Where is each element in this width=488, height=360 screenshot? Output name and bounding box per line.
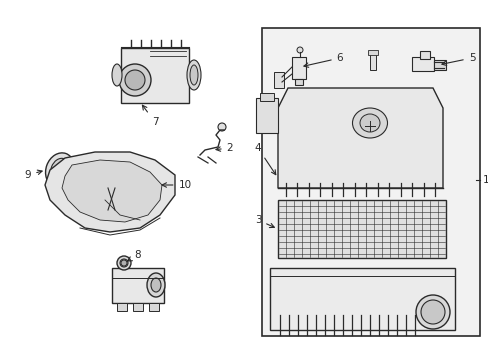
Bar: [367, 50, 377, 55]
Bar: [133, 303, 142, 311]
Ellipse shape: [45, 153, 74, 187]
Ellipse shape: [190, 65, 198, 85]
Text: 10: 10: [162, 180, 191, 190]
Polygon shape: [62, 160, 162, 222]
Bar: [149, 303, 159, 311]
Ellipse shape: [420, 300, 444, 324]
Text: 3: 3: [254, 215, 274, 228]
Polygon shape: [278, 88, 442, 188]
Bar: [112, 268, 163, 303]
Bar: [121, 48, 189, 103]
Bar: [433, 60, 445, 70]
Ellipse shape: [359, 114, 379, 132]
Bar: [369, 52, 375, 70]
Circle shape: [119, 64, 151, 96]
Circle shape: [218, 123, 225, 131]
Circle shape: [125, 70, 145, 90]
Ellipse shape: [186, 60, 201, 90]
Bar: [411, 57, 433, 71]
Text: 4: 4: [254, 143, 275, 175]
Bar: [256, 98, 278, 133]
Bar: [262, 28, 479, 336]
Ellipse shape: [415, 295, 449, 329]
Text: 7: 7: [142, 105, 158, 127]
Ellipse shape: [117, 256, 131, 270]
Text: 5: 5: [441, 53, 474, 66]
Bar: [269, 268, 454, 330]
Text: 8: 8: [127, 250, 141, 261]
Ellipse shape: [50, 158, 69, 182]
Ellipse shape: [151, 278, 161, 292]
Ellipse shape: [120, 259, 128, 267]
Bar: [278, 200, 445, 258]
Ellipse shape: [147, 273, 164, 297]
Circle shape: [121, 260, 127, 266]
Bar: [419, 51, 429, 59]
Text: 2: 2: [216, 143, 233, 153]
Text: 9: 9: [24, 170, 42, 180]
Text: 6: 6: [304, 53, 343, 67]
Bar: [273, 72, 284, 88]
Bar: [294, 79, 303, 85]
Ellipse shape: [352, 108, 386, 138]
Text: 1: 1: [482, 175, 488, 185]
Circle shape: [296, 47, 303, 53]
Bar: [291, 57, 305, 79]
Ellipse shape: [112, 64, 122, 86]
Bar: [260, 93, 273, 101]
Bar: [117, 303, 127, 311]
Polygon shape: [45, 152, 175, 232]
